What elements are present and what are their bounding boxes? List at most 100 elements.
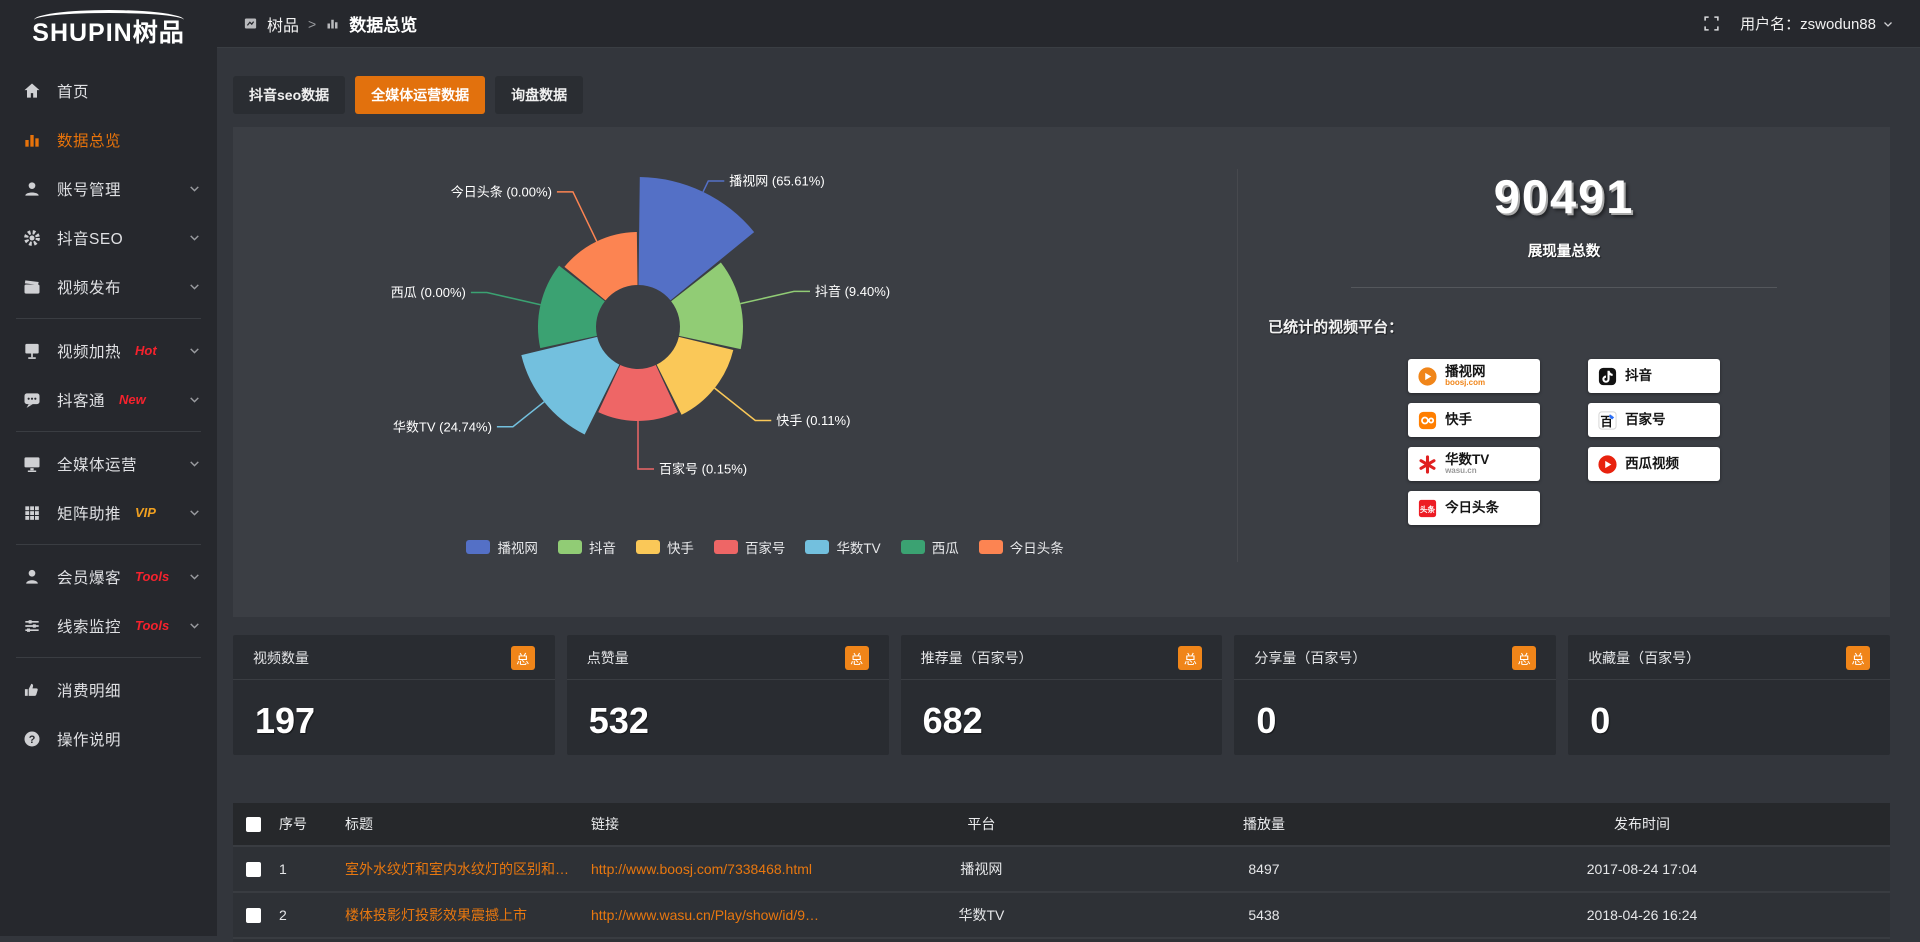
row-checkbox-cell (233, 862, 273, 877)
sidebar-item-clue-monitor[interactable]: 线索监控 Tools (0, 601, 217, 650)
baijia-logo-icon: 百 (1597, 410, 1618, 431)
sidebar-item-home[interactable]: 首页 (0, 66, 217, 115)
sidebar-divider (16, 431, 201, 432)
impressions-total-label: 展现量总数 (1268, 240, 1860, 261)
sidebar-item-help[interactable]: ?操作说明 (0, 714, 217, 763)
legend-item-百家号[interactable]: 百家号 (714, 537, 786, 557)
legend-item-快手[interactable]: 快手 (636, 537, 694, 557)
total-badge[interactable]: 总 (1178, 646, 1202, 670)
column-header-4: 播放量 (1134, 814, 1394, 834)
total-badge[interactable]: 总 (1846, 646, 1870, 670)
help-icon: ? (22, 729, 42, 749)
tab-1[interactable]: 全媒体运营数据 (355, 76, 485, 114)
topbar-right: 用户名：zswodun88 (1703, 13, 1894, 34)
tab-2[interactable]: 询盘数据 (495, 76, 583, 114)
legend-swatch (558, 540, 582, 554)
table-next-row-stub (233, 937, 1890, 942)
cell-title-link[interactable]: 楼体投影灯投影效果震撼上市 (339, 905, 585, 925)
stat-card-value: 682 (901, 680, 1223, 742)
legend-label: 今日头条 (1010, 537, 1064, 557)
total-badge[interactable]: 总 (511, 646, 535, 670)
sidebar-item-douyin-seo[interactable]: 抖音SEO (0, 213, 217, 262)
total-badge[interactable]: 总 (1512, 646, 1536, 670)
total-badge[interactable]: 总 (845, 646, 869, 670)
platform-name: 播视网 (1445, 365, 1486, 379)
breadcrumb-separator: > (308, 16, 316, 32)
legend-item-今日头条[interactable]: 今日头条 (979, 537, 1064, 557)
stat-card-title: 收藏量（百家号） (1588, 648, 1700, 668)
legend-item-抖音[interactable]: 抖音 (558, 537, 616, 557)
sidebar-item-label: 抖音SEO (57, 227, 123, 249)
breadcrumb-root[interactable]: 树品 (267, 12, 299, 36)
tab-0[interactable]: 抖音seo数据 (233, 76, 345, 114)
sidebar-item-expense-detail[interactable]: 消费明细 (0, 665, 217, 714)
legend-label: 抖音 (589, 537, 616, 557)
row-checkbox[interactable] (246, 862, 261, 877)
label-line-华数TV (497, 402, 544, 427)
label-line-西瓜 (471, 293, 541, 305)
video-icon (22, 277, 42, 297)
user-menu[interactable]: 用户名：zswodun88 (1740, 13, 1894, 34)
slice-label-快手: 快手 (0.11%) (776, 413, 850, 428)
select-all-checkbox[interactable] (246, 817, 261, 832)
svg-text:?: ? (29, 733, 36, 745)
stat-card-header: 推荐量（百家号） 总 (901, 635, 1223, 680)
platform-name: 今日头条 (1445, 501, 1499, 515)
label-line-抖音 (740, 291, 810, 303)
platform-badge-text: 百家号 (1625, 413, 1666, 427)
wasu-logo-icon (1417, 454, 1438, 475)
impressions-total-value: 90491 (1268, 169, 1860, 224)
app-logo[interactable]: SHUPIN树品 (0, 0, 217, 52)
cell-plays: 5438 (1134, 907, 1394, 923)
cell-title-link[interactable]: 室外水纹灯和室内水纹灯的区别和简介 (339, 859, 585, 879)
sidebar-item-label: 线索监控 (57, 615, 121, 637)
row-checkbox[interactable] (246, 908, 261, 923)
legend-swatch (979, 540, 1003, 554)
legend-item-华数TV[interactable]: 华数TV (805, 537, 880, 557)
cell-url-link[interactable]: http://www.boosj.com/7338468.html (585, 861, 829, 877)
label-line-今日头条 (557, 192, 597, 242)
sidebar-item-label: 账号管理 (57, 178, 121, 200)
brand-crumb-icon (243, 16, 258, 31)
summary-divider (1351, 287, 1777, 288)
legend-item-西瓜[interactable]: 西瓜 (901, 537, 959, 557)
sidebar-item-account[interactable]: 账号管理 (0, 164, 217, 213)
platform-badge-快手: 快手 (1408, 403, 1540, 437)
chevron-down-icon (188, 619, 201, 632)
sidebar-item-label: 数据总览 (57, 129, 121, 151)
sidebar-item-label: 全媒体运营 (57, 453, 137, 475)
legend-item-播视网[interactable]: 播视网 (466, 537, 538, 557)
sidebar-item-tag: Tools (135, 618, 169, 633)
platform-column-right: 抖音百百家号西瓜视频 (1588, 359, 1720, 525)
cell-time: 2018-04-26 16:24 (1394, 907, 1890, 923)
stat-card-title: 推荐量（百家号） (921, 648, 1033, 668)
legend-label: 播视网 (497, 537, 538, 557)
fullscreen-icon[interactable] (1703, 15, 1720, 32)
legend-swatch (636, 540, 660, 554)
label-line-百家号 (638, 421, 654, 469)
cell-platform: 华数TV (829, 905, 1134, 925)
cell-url-link[interactable]: http://www.wasu.cn/Play/show/id/952... (585, 907, 829, 923)
sidebar-item-data-overview[interactable]: 数据总览 (0, 115, 217, 164)
sidebar-item-all-media[interactable]: 全媒体运营 (0, 439, 217, 488)
cell-index: 1 (273, 861, 339, 877)
sidebar-item-video-publish[interactable]: 视频发布 (0, 262, 217, 311)
sidebar-item-tag: New (119, 392, 146, 407)
stat-card-header: 分享量（百家号）总 (1234, 635, 1556, 680)
row-checkbox-cell (233, 908, 273, 923)
cell-platform: 播视网 (829, 859, 1134, 879)
kuaishou-logo-icon (1417, 410, 1438, 431)
slice-label-西瓜: 西瓜 (0.00%) (391, 285, 466, 300)
sliders-icon (22, 616, 42, 636)
stat-card-header: 点赞量总 (567, 635, 889, 680)
